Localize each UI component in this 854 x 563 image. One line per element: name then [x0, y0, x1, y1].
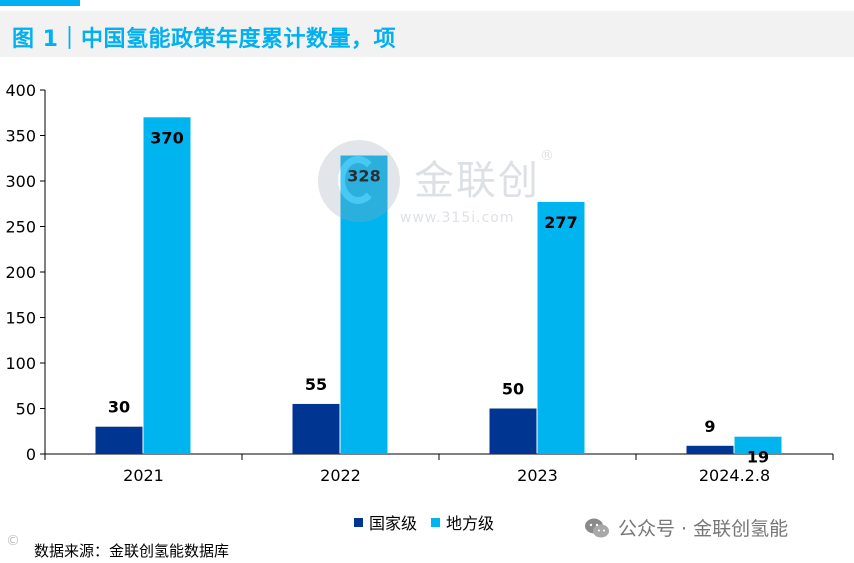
chart-title: 图 1｜中国氢能政策年度累计数量，项	[12, 27, 396, 52]
corner-watermark-icon: ©	[6, 533, 20, 549]
title-band: 图 1｜中国氢能政策年度累计数量，项	[0, 11, 854, 57]
bar-national-0	[95, 426, 143, 454]
bars-group	[95, 117, 782, 455]
y-tick-label: 350	[5, 127, 36, 146]
data-label-local-1: 328	[347, 167, 380, 186]
wechat-icon	[585, 518, 609, 537]
y-tick-label: 250	[5, 218, 36, 237]
x-tick-label: 2023	[517, 466, 558, 485]
data-label-national-0: 30	[108, 398, 130, 417]
bar-national-1	[292, 403, 340, 454]
chart-legend: 国家级 地方级	[354, 510, 508, 534]
wechat-account-name: 公众号 · 金联创氢能	[618, 518, 789, 540]
legend-label-local: 地方级	[446, 514, 495, 533]
y-tick-label: 400	[5, 81, 36, 100]
y-tick-label: 0	[26, 445, 36, 464]
x-axis: 2021 2022 2023 2024.2.8	[44, 453, 834, 485]
data-label-national-2: 50	[502, 380, 524, 399]
data-label-local-2: 277	[544, 213, 577, 232]
y-tick-label: 100	[5, 354, 36, 373]
data-source: 数据来源：金联创氢能数据库	[34, 542, 230, 560]
x-tick-label: 2024.2.8	[699, 466, 770, 485]
bar-local-1	[340, 155, 388, 454]
data-labels-group: 30 370 55 328 50 277 9 19	[108, 128, 769, 466]
legend-item-national: 国家级	[354, 510, 417, 534]
y-tick-label: 300	[5, 172, 36, 191]
bar-national-2	[489, 408, 537, 454]
x-tick-label: 2021	[123, 466, 164, 485]
legend-swatch-local	[431, 517, 441, 527]
data-label-local-0: 370	[150, 128, 183, 147]
legend-item-local: 地方级	[431, 510, 494, 534]
bar-local-3	[734, 436, 782, 454]
y-tick-label: 200	[5, 263, 36, 282]
bar-national-3	[686, 445, 734, 454]
title-accent-bar	[0, 0, 80, 6]
y-tick-label: 50	[16, 400, 36, 419]
data-label-local-3: 19	[747, 448, 769, 467]
data-label-national-1: 55	[305, 375, 327, 394]
data-label-national-3: 9	[704, 417, 715, 436]
bar-local-2	[537, 201, 585, 454]
legend-swatch-national	[354, 517, 363, 527]
x-tick-label: 2022	[320, 466, 361, 485]
bar-local-0	[143, 117, 191, 455]
y-tick-label: 150	[5, 309, 36, 328]
y-axis: 0 50 100 150 200 250 300 350 400	[5, 81, 46, 464]
legend-label-national: 国家级	[369, 514, 418, 533]
wechat-account: 公众号 · 金联创氢能	[584, 514, 788, 541]
